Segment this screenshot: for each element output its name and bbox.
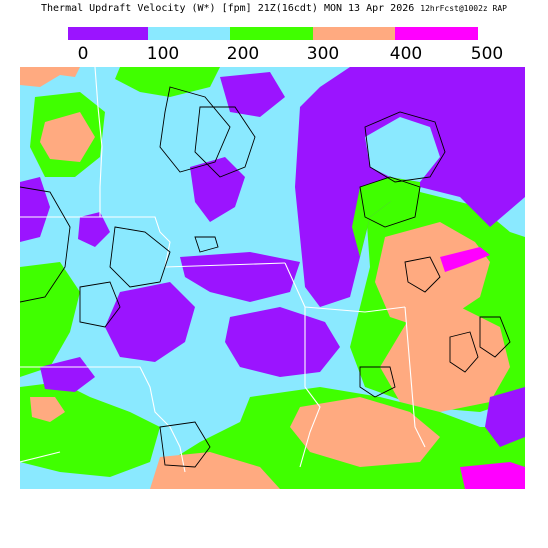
color-legend: [68, 27, 478, 40]
warm-patch-sw-small: [30, 397, 65, 422]
low-patch-north-center: [220, 72, 285, 117]
legend-tick-200: 200: [226, 44, 260, 64]
warm-patch-northwest: [20, 67, 80, 87]
low-patch-west: [20, 177, 50, 242]
map-title-main: Thermal Updraft Velocity (W*) [fpm] 21Z(…: [40, 3, 415, 14]
legend-tick-100: 100: [146, 44, 180, 64]
state-borders: [20, 67, 426, 473]
legend-tick-400: 400: [389, 44, 423, 64]
legend-tick-500: 500: [470, 44, 504, 64]
legend-bin-0-100: [68, 27, 148, 40]
lake-interior: [365, 117, 440, 182]
warm-patch-east-core: [375, 222, 490, 327]
contour-lines: [20, 86, 511, 468]
hot-patch-southeast: [460, 462, 525, 489]
low-patch-south-center: [225, 307, 340, 377]
lake-michigan-shore-mid: [352, 177, 420, 257]
mid-patch-north-center: [115, 67, 220, 97]
warm-patch-south-core: [290, 397, 440, 467]
map-title-run: 12hrFcst@1002z RAP: [420, 4, 507, 13]
low-patch-central-band: [105, 282, 195, 362]
map-title: Thermal Updraft Velocity (W*) [fpm] 21Z(…: [0, 3, 548, 14]
legend-bin-300-400: [313, 27, 395, 40]
legend-bin-200-300: [230, 27, 313, 40]
mid-patch-west: [20, 262, 80, 377]
low-patch-west-small: [78, 212, 110, 247]
warm-patch-nw-core: [40, 112, 95, 162]
hot-patch-east: [440, 247, 490, 272]
legend-bin-400-500: [395, 27, 478, 40]
warm-patch-southeast: [380, 307, 510, 412]
legend-bin-100-200: [148, 27, 230, 40]
thermal-updraft-map: [20, 67, 525, 489]
legend-tick-300: 300: [306, 44, 340, 64]
low-patch-west-center: [190, 157, 245, 222]
legend-tick-0: 0: [77, 44, 89, 64]
low-patch-southeast: [485, 387, 525, 447]
low-patch-center: [180, 252, 300, 302]
low-patch-sw: [40, 357, 95, 392]
